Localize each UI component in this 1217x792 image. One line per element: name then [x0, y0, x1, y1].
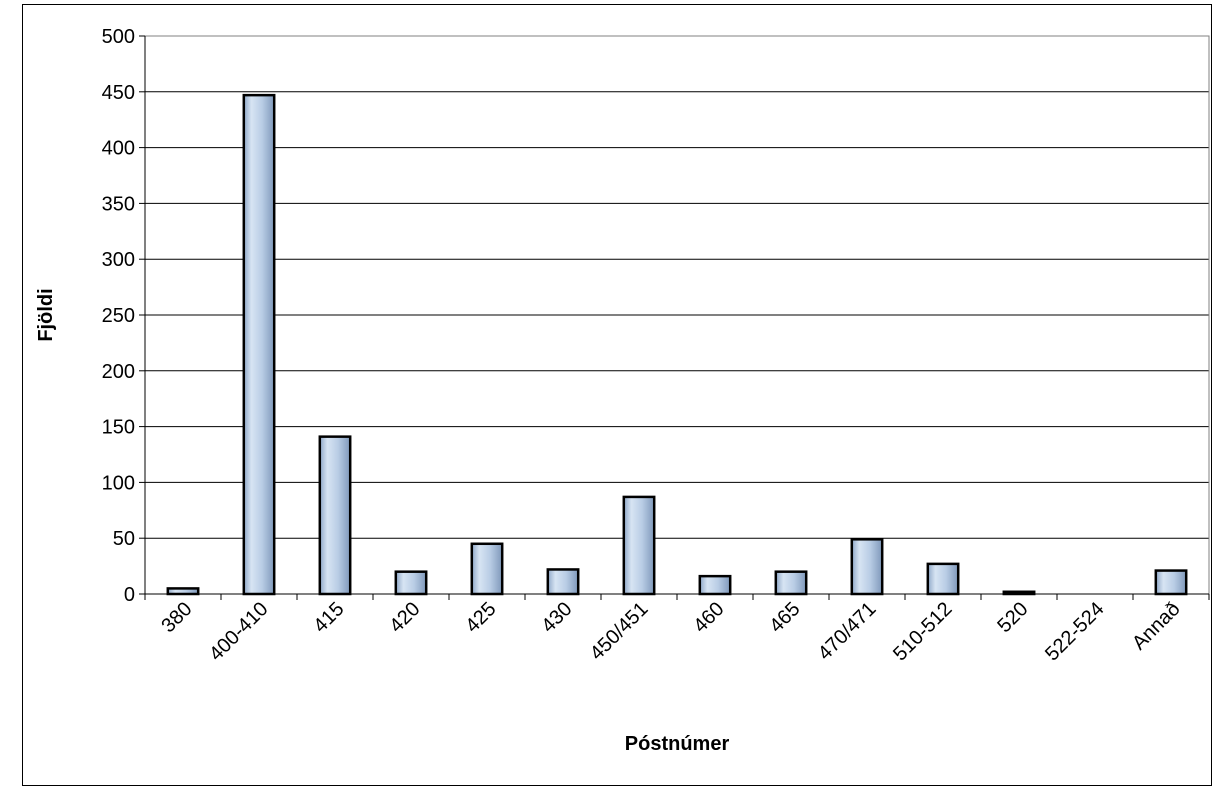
x-axis-title: Póstnúmer [625, 733, 730, 755]
x-tick-label: 470/471 [814, 598, 881, 665]
bar-450/451 [622, 495, 656, 596]
bar-510-512 [926, 562, 960, 596]
y-tick-label: 0 [124, 584, 135, 606]
y-tick-label: 150 [102, 417, 135, 439]
x-axis-ticks: 380 400-410 415 420 425 430 450/451 460 465 470/4… [144, 594, 1210, 665]
bar-380 [166, 587, 200, 596]
bar-460 [698, 574, 732, 596]
x-tick-label: 420 [385, 598, 424, 637]
x-tick-label: 400-410 [205, 598, 272, 665]
x-tick-label: 415 [309, 598, 348, 637]
y-tick-label: 250 [102, 305, 135, 327]
y-tick-label: 350 [102, 193, 135, 215]
bar-470/471 [850, 538, 884, 596]
bar-Annað [1154, 569, 1188, 596]
bars [166, 93, 1188, 596]
x-tick-label: Annað [1128, 598, 1184, 654]
x-tick-label: 425 [461, 598, 500, 637]
y-tick-label: 200 [102, 361, 135, 383]
y-tick-label: 100 [102, 472, 135, 494]
y-tick-label: 400 [102, 138, 135, 160]
bar-415 [318, 435, 352, 596]
x-tick-label: 465 [765, 598, 804, 637]
bar-400-410 [242, 93, 276, 596]
bar-430 [546, 568, 580, 596]
chart-frame [22, 4, 1212, 786]
bar-420 [394, 570, 428, 596]
y-axis-ticks: 0 50 100 150 200 250 300 350 400 450 500 [102, 26, 145, 606]
y-axis-title: Fjöldi [35, 288, 57, 341]
y-tick-label: 500 [102, 26, 135, 48]
x-tick-label: 380 [157, 598, 196, 637]
x-tick-label: 450/451 [586, 598, 653, 665]
x-tick-label: 520 [993, 598, 1032, 637]
gridlines [145, 35, 1209, 539]
x-tick-label: 510-512 [889, 598, 956, 665]
x-tick-label: 460 [689, 598, 728, 637]
y-tick-label: 300 [102, 249, 135, 271]
bar-465 [774, 570, 808, 596]
y-tick-label: 50 [113, 528, 135, 550]
y-tick-label: 450 [102, 82, 135, 104]
x-tick-label: 430 [537, 598, 576, 637]
bar-425 [470, 542, 504, 596]
x-tick-label: 522-524 [1041, 598, 1108, 665]
